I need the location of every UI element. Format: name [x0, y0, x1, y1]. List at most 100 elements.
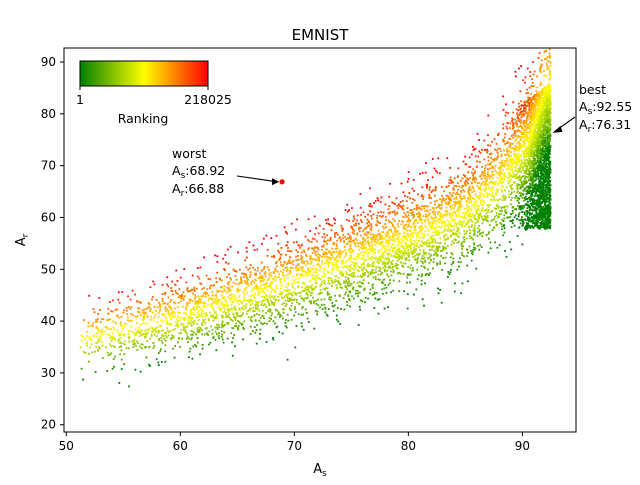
scatter-point — [491, 180, 493, 183]
scatter-point — [400, 223, 403, 226]
scatter-point — [547, 114, 550, 117]
scatter-point — [442, 216, 444, 219]
scatter-point — [97, 338, 99, 341]
scatter-point — [529, 124, 532, 127]
scatter-point — [486, 219, 488, 222]
scatter-point — [548, 153, 551, 156]
scatter-point — [339, 236, 341, 239]
scatter-point — [539, 106, 541, 109]
scatter-point — [393, 210, 396, 213]
scatter-point — [191, 337, 193, 339]
scatter-point — [199, 266, 202, 269]
scatter-point — [525, 100, 527, 103]
scatter-point — [520, 219, 522, 222]
scatter-point — [192, 345, 195, 348]
scatter-point — [455, 185, 458, 187]
scatter-point — [254, 268, 256, 271]
scatter-point — [497, 172, 499, 175]
scatter-point — [451, 240, 454, 243]
scatter-point — [258, 309, 261, 312]
scatter-point — [266, 322, 268, 325]
scatter-point — [542, 184, 544, 187]
scatter-point — [448, 213, 451, 216]
scatter-point — [367, 262, 369, 265]
scatter-point — [531, 134, 534, 137]
scatter-point — [193, 319, 196, 322]
scatter-point — [495, 211, 498, 214]
scatter-point — [164, 360, 167, 363]
scatter-point — [107, 318, 110, 321]
scatter-point — [425, 214, 428, 217]
scatter-point — [543, 74, 546, 77]
scatter-point — [508, 180, 511, 183]
scatter-point — [543, 120, 545, 123]
scatter-point — [427, 257, 429, 260]
scatter-point — [120, 368, 123, 370]
scatter-point — [519, 187, 522, 189]
scatter-point — [535, 154, 537, 157]
scatter-point — [543, 168, 546, 171]
scatter-point — [533, 225, 536, 227]
scatter-point — [120, 324, 122, 326]
scatter-point — [319, 292, 321, 294]
scatter-point — [402, 228, 405, 230]
scatter-point — [436, 247, 438, 250]
scatter-point — [546, 204, 549, 207]
scatter-point — [525, 224, 528, 227]
scatter-point — [412, 179, 415, 181]
scatter-point — [537, 119, 540, 122]
scatter-point — [441, 249, 444, 252]
scatter-point — [409, 209, 412, 211]
scatter-point — [539, 146, 541, 149]
scatter-point — [419, 249, 421, 252]
scatter-point — [161, 283, 164, 286]
scatter-point — [441, 194, 443, 197]
scatter-point — [383, 307, 386, 310]
scatter-point — [512, 175, 515, 178]
scatter-point — [347, 237, 349, 240]
scatter-point — [548, 91, 551, 93]
scatter-point — [426, 209, 429, 211]
scatter-point — [338, 280, 341, 283]
scatter-point — [263, 317, 265, 320]
scatter-point — [530, 220, 533, 223]
scatter-point — [286, 290, 288, 293]
scatter-point — [330, 272, 333, 275]
scatter-point — [521, 175, 524, 178]
scatter-point — [117, 316, 120, 319]
scatter-point — [420, 275, 423, 278]
scatter-point — [523, 170, 526, 172]
scatter-point — [528, 188, 530, 191]
scatter-point — [535, 212, 538, 215]
scatter-point — [130, 313, 132, 315]
scatter-point — [463, 238, 466, 241]
scatter-point — [544, 189, 547, 192]
scatter-point — [543, 107, 546, 110]
scatter-point — [446, 223, 449, 226]
scatter-point — [544, 184, 547, 186]
scatter-point — [379, 215, 381, 217]
scatter-point — [202, 305, 205, 308]
scatter-point — [481, 222, 484, 225]
scatter-point — [537, 56, 540, 59]
scatter-point — [202, 295, 204, 297]
scatter-point — [186, 335, 189, 338]
scatter-point — [539, 84, 541, 86]
scatter-point — [512, 127, 514, 130]
scatter-point — [524, 133, 526, 136]
scatter-point — [444, 210, 447, 213]
scatter-point — [182, 305, 184, 308]
scatter-point — [520, 206, 523, 209]
scatter-point — [549, 48, 551, 51]
scatter-point — [472, 234, 475, 236]
scatter-point — [530, 169, 533, 172]
scatter-point — [427, 228, 429, 231]
scatter-point — [227, 307, 230, 310]
scatter-point — [543, 160, 546, 163]
scatter-point — [450, 223, 452, 226]
scatter-point — [399, 272, 402, 275]
scatter-point — [502, 162, 505, 165]
scatter-point — [549, 134, 552, 137]
scatter-point — [305, 292, 308, 295]
scatter-point — [265, 341, 268, 343]
